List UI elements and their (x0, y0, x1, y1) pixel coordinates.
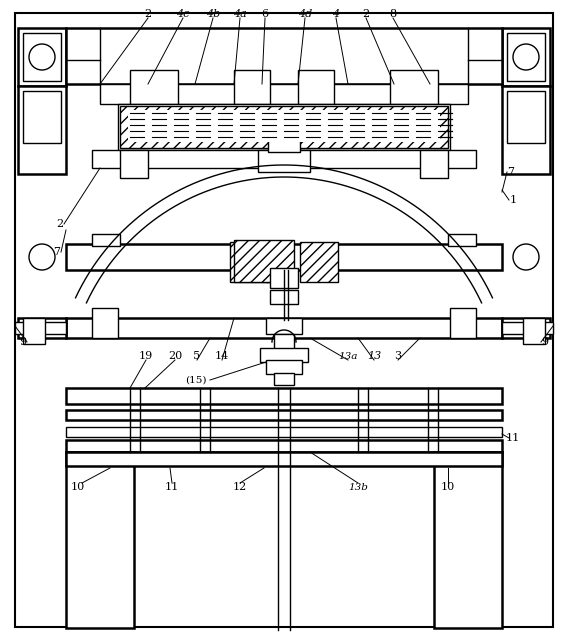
Text: 3: 3 (394, 351, 402, 361)
Bar (390, 70, 438, 104)
Text: 11: 11 (506, 433, 520, 443)
Text: 2: 2 (56, 219, 64, 229)
Bar (266, 318, 302, 334)
Bar (502, 28, 550, 86)
Text: 20: 20 (168, 351, 182, 361)
Text: 1: 1 (509, 195, 516, 205)
Circle shape (29, 244, 55, 270)
Bar (100, 84, 468, 104)
Text: 9: 9 (541, 337, 549, 347)
Bar (18, 86, 66, 174)
Bar (502, 322, 553, 334)
Bar (66, 427, 502, 437)
Bar (260, 348, 308, 362)
Bar (130, 70, 178, 104)
Bar (66, 452, 502, 466)
Text: 8: 8 (390, 9, 396, 19)
Text: 12: 12 (233, 482, 247, 492)
Bar (268, 140, 300, 152)
Circle shape (29, 44, 55, 70)
Bar (266, 242, 272, 282)
Bar (66, 388, 502, 404)
Bar (230, 242, 268, 282)
Text: 4b: 4b (206, 9, 220, 19)
Bar (434, 452, 502, 628)
Bar (420, 150, 448, 178)
Circle shape (513, 44, 539, 70)
Bar (23, 33, 61, 81)
Bar (258, 150, 310, 172)
Bar (523, 318, 545, 344)
Bar (66, 440, 502, 452)
Bar (118, 104, 450, 150)
Bar (15, 322, 66, 334)
Bar (300, 242, 338, 282)
Text: (15): (15) (185, 376, 207, 385)
Text: 19: 19 (139, 351, 153, 361)
Text: 7: 7 (507, 167, 515, 177)
Text: 13b: 13b (348, 483, 368, 492)
Bar (92, 150, 476, 168)
Bar (92, 308, 118, 338)
Text: 10: 10 (441, 482, 455, 492)
Text: 11: 11 (165, 482, 179, 492)
Bar (66, 28, 502, 84)
Bar (234, 240, 294, 282)
Bar (18, 28, 66, 86)
Text: 4a: 4a (233, 9, 247, 19)
Bar (23, 91, 61, 143)
Text: 9: 9 (19, 337, 27, 347)
Bar (66, 244, 502, 270)
Text: 2: 2 (362, 9, 370, 19)
Bar (502, 318, 550, 338)
Text: 13a: 13a (339, 351, 358, 360)
Text: 5: 5 (194, 351, 201, 361)
Bar (507, 91, 545, 143)
Bar (502, 86, 550, 174)
Text: 4d: 4d (298, 9, 312, 19)
Text: 6: 6 (261, 9, 269, 19)
Bar (18, 318, 66, 338)
Bar (128, 110, 440, 142)
Bar (450, 308, 476, 338)
Bar (448, 234, 476, 246)
Bar (507, 33, 545, 81)
Bar (266, 360, 302, 374)
Bar (274, 334, 294, 350)
Bar (92, 234, 120, 246)
Bar (66, 452, 134, 628)
Bar (23, 318, 45, 344)
Text: 4: 4 (332, 9, 340, 19)
Text: 13: 13 (367, 351, 381, 361)
Bar (274, 373, 294, 385)
Text: 4c: 4c (176, 9, 190, 19)
Bar (270, 268, 298, 288)
Bar (120, 150, 148, 178)
Text: 7: 7 (53, 247, 61, 257)
Circle shape (513, 244, 539, 270)
Bar (234, 70, 270, 104)
Bar (66, 318, 502, 338)
Bar (66, 410, 502, 420)
Text: 10: 10 (71, 482, 85, 492)
Text: 2: 2 (144, 9, 152, 19)
Text: 14: 14 (215, 351, 229, 361)
Bar (120, 106, 448, 148)
Bar (270, 290, 298, 304)
Bar (298, 70, 334, 104)
